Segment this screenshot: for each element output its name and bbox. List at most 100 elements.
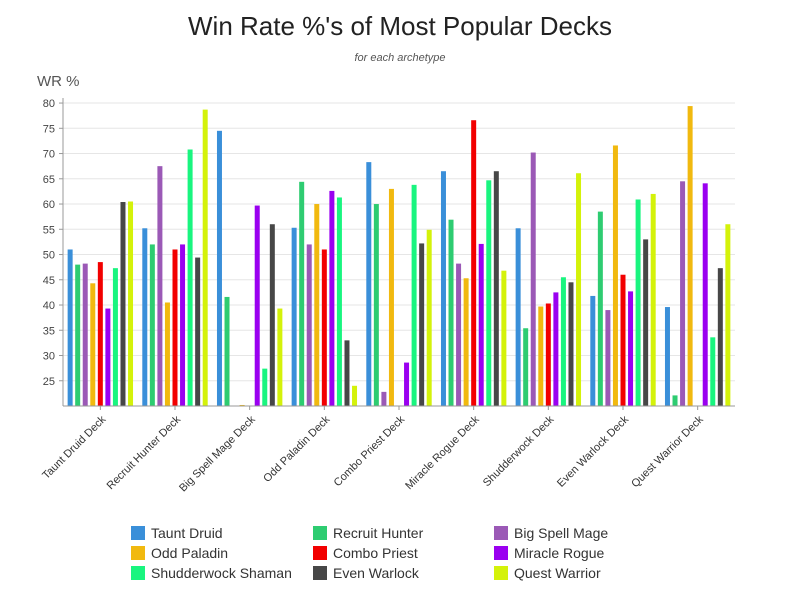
bar[interactable]: Taunt Druid — Odd Paladin Deck: 55.3	[291, 227, 297, 406]
bars-layer: Taunt Druid — Taunt Druid Deck: 51Recrui…	[67, 106, 731, 407]
bar[interactable]: Shudderwock Shaman — Miracle Rogue Deck:…	[486, 180, 492, 406]
bar[interactable]: Combo Priest — Shudderwock Deck: 40.3	[545, 303, 551, 407]
bar[interactable]: Odd Paladin — Miracle Rogue Deck: 45.3	[463, 278, 469, 406]
bar[interactable]: Even Warlock — Recruit Hunter Deck: 49.4	[195, 257, 201, 406]
bar[interactable]: Taunt Druid — Recruit Hunter Deck: 55.2	[142, 228, 148, 406]
bar[interactable]: Big Spell Mage — Even Warlock Deck: 39	[605, 310, 611, 406]
bar[interactable]: Miracle Rogue — Miracle Rogue Deck: 52.1	[478, 243, 484, 406]
legend-item[interactable]: Taunt Druid	[131, 525, 223, 541]
bar[interactable]: Big Spell Mage — Quest Warrior Deck: 64.…	[680, 181, 686, 406]
bar[interactable]: Miracle Rogue — Taunt Druid Deck: 39.3	[105, 308, 111, 406]
legend-label: Big Spell Mage	[514, 525, 608, 541]
legend-item[interactable]: Miracle Rogue	[494, 545, 604, 561]
bar[interactable]: Even Warlock — Taunt Druid Deck: 60.4	[120, 202, 126, 406]
bar[interactable]: Shudderwock Shaman — Taunt Druid Deck: 4…	[112, 268, 118, 406]
bar[interactable]: Shudderwock Shaman — Odd Paladin Deck: 6…	[336, 197, 342, 406]
bar[interactable]: Big Spell Mage — Odd Paladin Deck: 52	[306, 244, 312, 406]
bar[interactable]: Recruit Hunter — Big Spell Mage Deck: 41…	[224, 296, 230, 406]
bar[interactable]: Recruit Hunter — Taunt Druid Deck: 48	[75, 264, 81, 406]
bar[interactable]: Combo Priest — Odd Paladin Deck: 51	[321, 249, 327, 406]
bar[interactable]: Quest Warrior — Recruit Hunter Deck: 78.…	[202, 109, 208, 407]
bar[interactable]: Quest Warrior — Big Spell Mage Deck: 39.…	[277, 308, 283, 406]
bar[interactable]: Big Spell Mage — Taunt Druid Deck: 48.2	[82, 263, 88, 406]
bar[interactable]: Recruit Hunter — Shudderwock Deck: 35.4	[523, 328, 529, 406]
chart-title: Win Rate %'s of Most Popular Decks	[188, 11, 612, 41]
legend-swatch	[313, 526, 327, 540]
bar[interactable]: Odd Paladin — Quest Warrior Deck: 79.4	[687, 106, 693, 406]
bar[interactable]: Even Warlock — Even Warlock Deck: 53	[643, 239, 649, 406]
bar[interactable]: Shudderwock Shaman — Shudderwock Deck: 4…	[560, 277, 566, 406]
bar[interactable]: Taunt Druid — Taunt Druid Deck: 51	[67, 249, 73, 406]
legend-label: Even Warlock	[333, 565, 420, 581]
legend-swatch	[313, 566, 327, 580]
bar[interactable]: Odd Paladin — Shudderwock Deck: 39.7	[538, 306, 544, 406]
bar[interactable]: Big Spell Mage — Miracle Rogue Deck: 48.…	[456, 263, 462, 406]
bar[interactable]: Odd Paladin — Recruit Hunter Deck: 40.5	[164, 302, 170, 406]
x-tick-label: Taunt Druid Deck	[40, 413, 108, 481]
legend-item[interactable]: Shudderwock Shaman	[131, 565, 292, 581]
bar[interactable]: Odd Paladin — Big Spell Mage Deck: 20.2	[239, 404, 245, 406]
bar[interactable]: Recruit Hunter — Odd Paladin Deck: 64.4	[299, 181, 305, 406]
bar[interactable]: Shudderwock Shaman — Combo Priest Deck: …	[411, 184, 417, 406]
bar[interactable]: Taunt Druid — Quest Warrior Deck: 39.6	[664, 307, 670, 406]
bar[interactable]: Quest Warrior — Shudderwock Deck: 66.1	[576, 173, 582, 406]
bar[interactable]: Combo Priest — Recruit Hunter Deck: 51	[172, 249, 178, 406]
bar[interactable]: Odd Paladin — Combo Priest Deck: 63	[388, 188, 394, 406]
bar[interactable]: Recruit Hunter — Combo Priest Deck: 60	[373, 204, 379, 406]
bar[interactable]: Miracle Rogue — Big Spell Mage Deck: 59.…	[254, 205, 260, 406]
bar[interactable]: Big Spell Mage — Recruit Hunter Deck: 67…	[157, 166, 163, 406]
bar[interactable]: Shudderwock Shaman — Quest Warrior Deck:…	[710, 337, 716, 406]
x-tick-label: Even Warlock Deck	[555, 413, 631, 489]
y-tick-label: 45	[43, 275, 55, 287]
bar[interactable]: Taunt Druid — Shudderwock Deck: 55.2	[515, 228, 521, 406]
bar[interactable]: Quest Warrior — Combo Priest Deck: 54.9	[426, 229, 432, 406]
bar[interactable]: Taunt Druid — Big Spell Mage Deck: 74.5	[216, 130, 222, 406]
bar[interactable]: Even Warlock — Shudderwock Deck: 44.5	[568, 282, 574, 406]
bar[interactable]: Even Warlock — Odd Paladin Deck: 33	[344, 340, 350, 406]
bar[interactable]: Even Warlock — Combo Priest Deck: 52.2	[419, 243, 425, 406]
bar[interactable]: Even Warlock — Miracle Rogue Deck: 66.5	[493, 171, 499, 406]
bar[interactable]: Miracle Rogue — Quest Warrior Deck: 64.1	[702, 183, 708, 406]
bar[interactable]: Shudderwock Shaman — Recruit Hunter Deck…	[187, 149, 193, 407]
bar[interactable]: Even Warlock — Big Spell Mage Deck: 56	[269, 224, 275, 406]
bar[interactable]: Miracle Rogue — Combo Priest Deck: 28.6	[404, 362, 410, 406]
legend-item[interactable]: Odd Paladin	[131, 545, 228, 561]
bar[interactable]: Quest Warrior — Even Warlock Deck: 62	[650, 193, 656, 406]
legend-item[interactable]: Recruit Hunter	[313, 525, 424, 541]
bar[interactable]: Taunt Druid — Combo Priest Deck: 68.3	[366, 162, 372, 406]
bar[interactable]: Big Spell Mage — Combo Priest Deck: 22.8	[381, 391, 387, 406]
bar[interactable]: Combo Priest — Even Warlock Deck: 46	[620, 274, 626, 406]
bar[interactable]: Quest Warrior — Quest Warrior Deck: 56	[725, 224, 731, 406]
y-tick-label: 40	[43, 300, 55, 312]
legend-swatch	[494, 566, 508, 580]
legend-item[interactable]: Combo Priest	[313, 545, 418, 561]
bar[interactable]: Recruit Hunter — Quest Warrior Deck: 22.…	[672, 395, 678, 406]
bar[interactable]: Shudderwock Shaman — Big Spell Mage Deck…	[262, 368, 268, 406]
bar[interactable]: Quest Warrior — Odd Paladin Deck: 24	[352, 385, 358, 406]
bar[interactable]: Miracle Rogue — Even Warlock Deck: 42.7	[628, 291, 634, 406]
legend-item[interactable]: Quest Warrior	[494, 565, 601, 581]
bar[interactable]: Miracle Rogue — Shudderwock Deck: 42.5	[553, 292, 559, 406]
bar[interactable]: Odd Paladin — Even Warlock Deck: 71.6	[612, 145, 618, 406]
bar[interactable]: Miracle Rogue — Recruit Hunter Deck: 52	[180, 244, 186, 406]
legend-label: Odd Paladin	[151, 545, 228, 561]
bar[interactable]: Recruit Hunter — Miracle Rogue Deck: 56.…	[448, 219, 454, 406]
bar[interactable]: Even Warlock — Quest Warrior Deck: 47.3	[717, 268, 723, 406]
bar[interactable]: Recruit Hunter — Recruit Hunter Deck: 52	[149, 244, 155, 406]
bar[interactable]: Recruit Hunter — Even Warlock Deck: 58.5	[597, 211, 603, 406]
bar[interactable]: Shudderwock Shaman — Even Warlock Deck: …	[635, 199, 641, 406]
bar[interactable]: Taunt Druid — Miracle Rogue Deck: 66.5	[440, 171, 446, 406]
x-tick-label: Big Spell Mage Deck	[177, 413, 258, 494]
y-tick-label: 70	[43, 149, 55, 161]
bar[interactable]: Combo Priest — Taunt Druid Deck: 48.5	[97, 262, 103, 406]
bar[interactable]: Big Spell Mage — Shudderwock Deck: 70.2	[530, 152, 536, 406]
bar[interactable]: Quest Warrior — Miracle Rogue Deck: 46.8	[501, 270, 507, 406]
bar[interactable]: Taunt Druid — Even Warlock Deck: 41.8	[590, 295, 596, 406]
bar[interactable]: Odd Paladin — Odd Paladin Deck: 60	[314, 204, 320, 406]
legend-item[interactable]: Big Spell Mage	[494, 525, 608, 541]
bar[interactable]: Miracle Rogue — Odd Paladin Deck: 62.6	[329, 190, 335, 406]
legend-item[interactable]: Even Warlock	[313, 565, 420, 581]
bar[interactable]: Odd Paladin — Taunt Druid Deck: 44.3	[90, 283, 96, 406]
bar[interactable]: Quest Warrior — Taunt Druid Deck: 60.5	[128, 201, 134, 406]
bar[interactable]: Combo Priest — Miracle Rogue Deck: 76.6	[471, 120, 477, 406]
